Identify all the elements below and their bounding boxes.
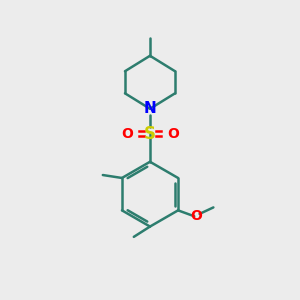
Text: O: O [167,127,179,141]
Text: S: S [144,125,156,143]
Text: O: O [121,127,133,141]
Text: O: O [190,209,202,223]
Text: N: N [144,101,156,116]
